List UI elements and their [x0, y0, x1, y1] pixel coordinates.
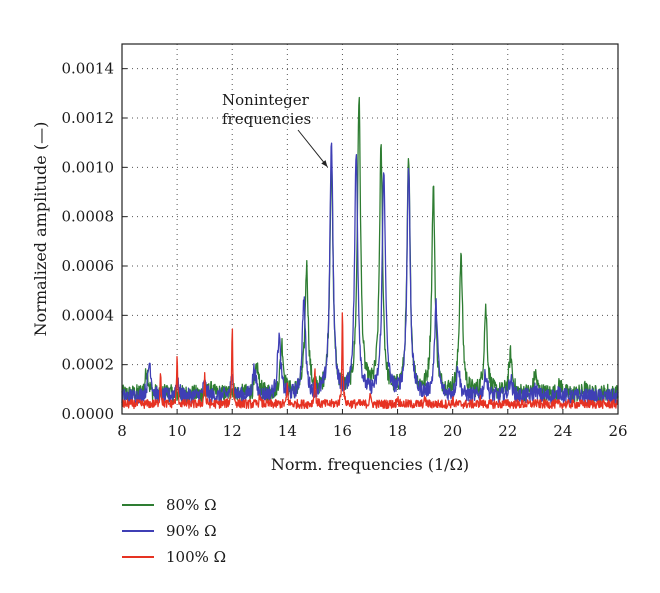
x-tick-label: 16 [333, 422, 352, 440]
y-tick-label: 0.0010 [62, 158, 115, 176]
y-tick-label: 0.0000 [62, 405, 115, 423]
annotation-line-2: frequencies [222, 110, 311, 128]
series-lines [121, 96, 619, 410]
y-tick-label: 0.0012 [62, 109, 115, 127]
legend-label-90: 90% Ω [166, 522, 217, 540]
legend-item-80: 80% Ω [122, 492, 226, 518]
legend-swatch-90 [122, 530, 154, 532]
plot-frame [121, 43, 619, 415]
legend-swatch-100 [122, 556, 154, 558]
legend-label-80: 80% Ω [166, 496, 217, 514]
y-tick-label: 0.0002 [62, 356, 115, 374]
series-line-1 [121, 96, 619, 404]
axis-ticks: 8 10 12 14 16 18 20 22 24 26 0.0000 0.0002 0.0004 0.0… [62, 60, 628, 440]
x-tick-label: 18 [388, 422, 407, 440]
x-tick-label: 10 [168, 422, 187, 440]
series-line-2 [121, 142, 619, 405]
legend-swatch-80 [122, 504, 154, 506]
x-tick-label: 8 [117, 422, 127, 440]
annotation-arrow [297, 129, 328, 168]
x-tick-label: 14 [278, 422, 297, 440]
annotation-arrowhead [321, 160, 328, 167]
annotation-line-1: Noninteger [222, 91, 310, 109]
legend-item-100: 100% Ω [122, 544, 226, 570]
grid [122, 44, 618, 414]
x-axis-label: Norm. frequencies (1/Ω) [271, 455, 469, 474]
x-tick-label: 12 [223, 422, 242, 440]
legend-item-90: 90% Ω [122, 518, 226, 544]
y-tick-label: 0.0006 [62, 257, 115, 275]
y-tick-label: 0.0008 [62, 208, 115, 226]
series-line-3 [121, 312, 619, 410]
x-tick-label: 22 [498, 422, 517, 440]
x-tick-label: 24 [553, 422, 572, 440]
y-axis-label: Normalized amplitude (—) [31, 122, 50, 337]
x-tick-label: 26 [608, 422, 627, 440]
legend-label-100: 100% Ω [166, 548, 227, 566]
y-tick-label: 0.0004 [62, 306, 115, 324]
x-tick-label: 20 [443, 422, 462, 440]
legend: 80% Ω 90% Ω 100% Ω [122, 492, 226, 570]
y-tick-label: 0.0014 [62, 60, 115, 78]
